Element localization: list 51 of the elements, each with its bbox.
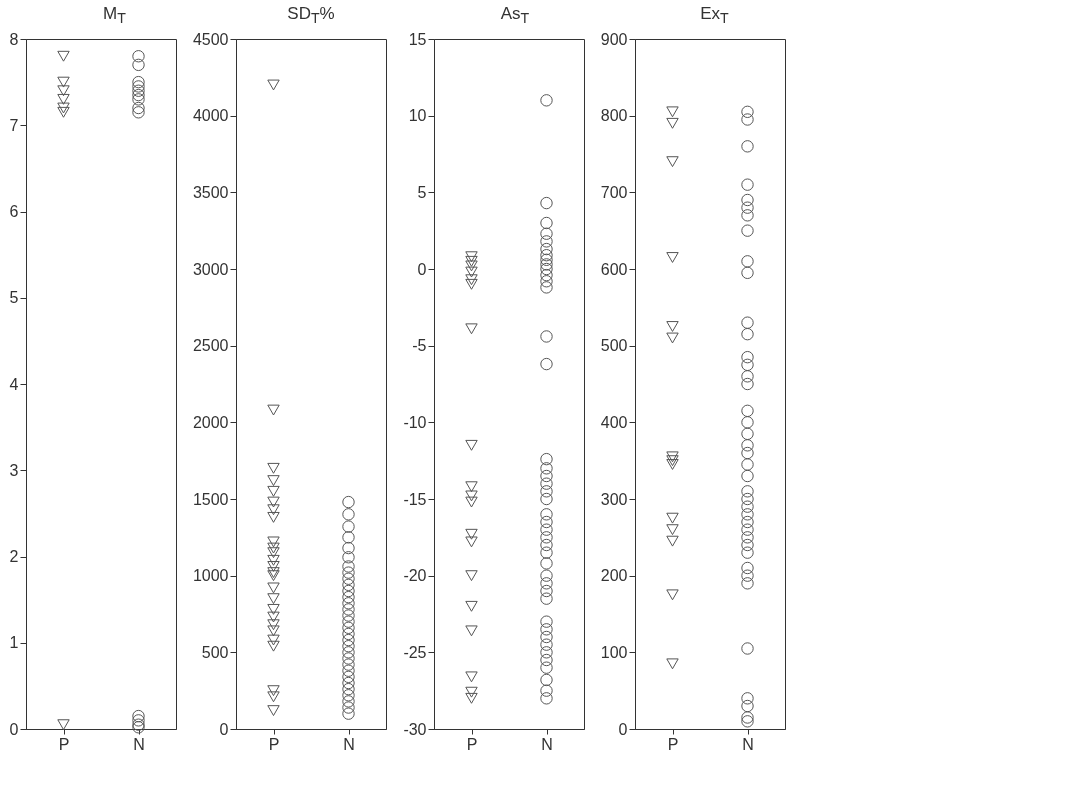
y-tick-label: -25 <box>403 643 427 661</box>
y-tick-label: -10 <box>403 413 427 431</box>
y-tick-label: 4 <box>9 375 19 393</box>
chart-title: SD$_{T}$% <box>286 4 336 27</box>
y-tick-label: 500 <box>201 643 229 661</box>
y-tick-label: 1000 <box>192 567 229 585</box>
y-tick-label: 3500 <box>192 183 229 201</box>
x-tick-label: N <box>133 735 145 753</box>
y-tick-label: 15 <box>408 30 427 48</box>
chart-title: Ex$_{T}$ <box>699 4 730 27</box>
y-tick-label: 0 <box>618 720 628 738</box>
y-tick-label: 2000 <box>192 413 229 431</box>
x-tick-label: N <box>742 735 754 753</box>
y-tick-label: 10 <box>408 107 427 125</box>
x-tick-label: P <box>667 735 679 753</box>
x-tick-label: P <box>466 735 478 753</box>
y-tick-label: 700 <box>600 183 628 201</box>
y-tick-label: 5 <box>417 183 427 201</box>
y-tick-label: 3 <box>9 461 19 479</box>
y-tick-label: 200 <box>600 567 628 585</box>
y-tick-label: 800 <box>600 107 628 125</box>
y-tick-label: 4500 <box>192 30 229 48</box>
y-tick-label: 100 <box>600 643 628 661</box>
y-tick-label: 3000 <box>192 260 229 278</box>
y-tick-label: 8 <box>9 30 19 48</box>
y-tick-label: 5 <box>9 289 19 307</box>
y-tick-label: -20 <box>403 567 427 585</box>
y-tick-label: 6 <box>9 203 19 220</box>
y-tick-label: -30 <box>403 720 427 738</box>
y-tick-label: 7 <box>9 116 19 134</box>
y-tick-label: 2 <box>9 548 19 565</box>
y-tick-label: 600 <box>600 260 628 278</box>
y-tick-label: 1500 <box>192 490 229 508</box>
y-tick-label: 4000 <box>192 107 229 125</box>
y-tick-label: 2500 <box>192 337 229 355</box>
chart-title: As$_{T}$ <box>499 4 531 27</box>
y-tick-label: 0 <box>417 260 427 278</box>
y-tick-label: 1 <box>9 634 19 652</box>
y-tick-label: 900 <box>600 30 628 48</box>
chart-title: M$_{T}$ <box>102 4 127 27</box>
y-tick-label: 300 <box>600 490 628 508</box>
y-tick-label: -5 <box>412 337 427 355</box>
y-tick-label: 0 <box>9 720 19 738</box>
y-tick-label: -15 <box>403 490 427 508</box>
x-tick-label: N <box>541 735 553 753</box>
x-tick-label: P <box>268 735 280 753</box>
x-tick-label: N <box>343 735 355 753</box>
x-tick-label: P <box>58 735 70 753</box>
y-tick-label: 500 <box>600 337 628 355</box>
y-tick-label: 400 <box>600 413 628 431</box>
y-tick-label: 0 <box>219 720 229 738</box>
